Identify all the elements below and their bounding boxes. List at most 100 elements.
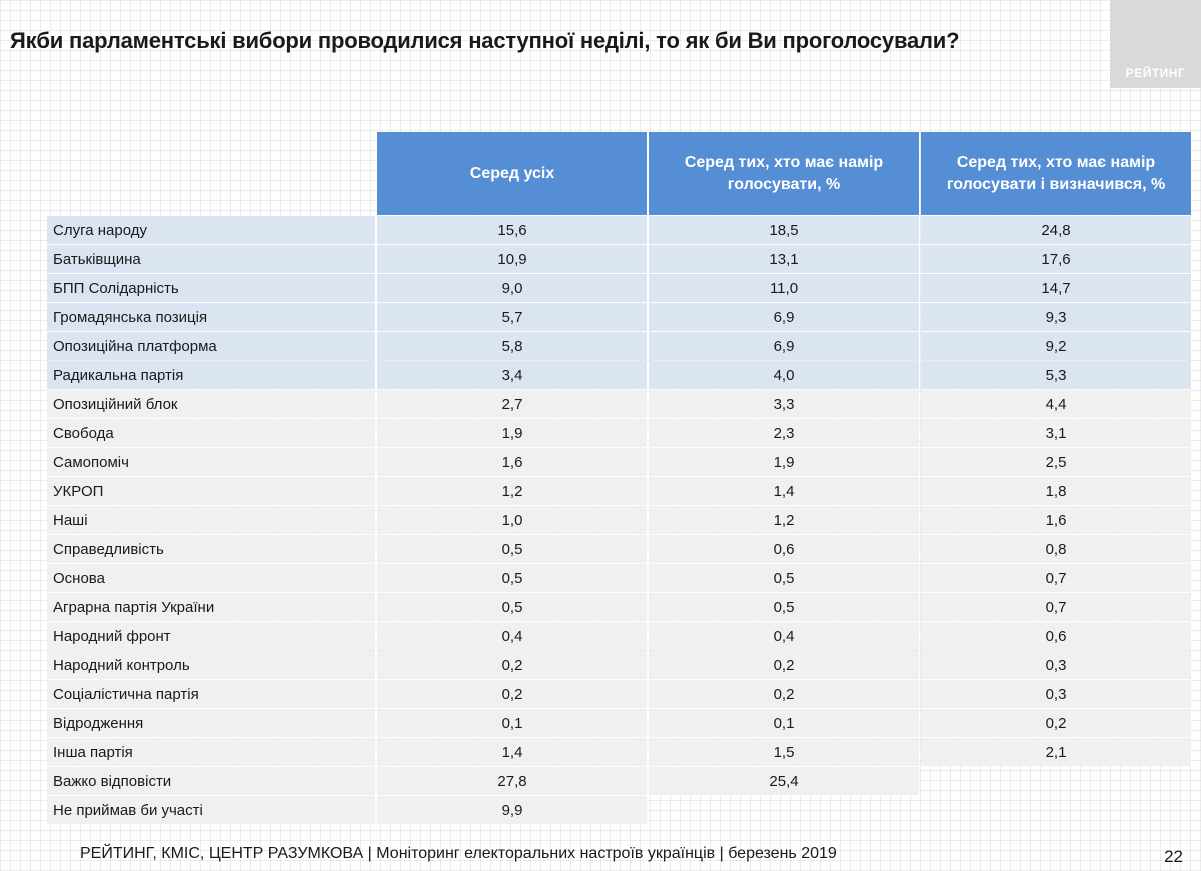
- table-row: БПП Солідарність 9,0 11,0 14,7: [47, 274, 1191, 302]
- table-row: Свобода 1,9 2,3 3,1: [47, 419, 1191, 447]
- value-intend-and-decided: 5,3: [921, 361, 1191, 389]
- value-intend-to-vote: 25,4: [649, 767, 919, 795]
- value-intend-to-vote: 13,1: [649, 245, 919, 273]
- table-row: Самопоміч 1,6 1,9 2,5: [47, 448, 1191, 476]
- table-row: Інша партія 1,4 1,5 2,1: [47, 738, 1191, 766]
- party-name: Свобода: [47, 419, 375, 447]
- party-name: Аграрна партія України: [47, 593, 375, 621]
- party-name: Радикальна партія: [47, 361, 375, 389]
- value-among-all: 1,0: [377, 506, 647, 534]
- party-name: Відродження: [47, 709, 375, 737]
- table-row: Основа 0,5 0,5 0,7: [47, 564, 1191, 592]
- value-among-all: 1,4: [377, 738, 647, 766]
- party-name: УКРОП: [47, 477, 375, 505]
- header-intend-to-vote: Серед тих, хто має намір голосувати, %: [649, 132, 919, 215]
- value-intend-and-decided: 0,2: [921, 709, 1191, 737]
- table-row: Радикальна партія 3,4 4,0 5,3: [47, 361, 1191, 389]
- party-name: Наші: [47, 506, 375, 534]
- party-name: БПП Солідарність: [47, 274, 375, 302]
- value-intend-to-vote: 1,9: [649, 448, 919, 476]
- party-name: Основа: [47, 564, 375, 592]
- table-row: Соціалістична партія 0,2 0,2 0,3: [47, 680, 1191, 708]
- header-intend-and-decided: Серед тих, хто має намір голосувати і ви…: [921, 132, 1191, 215]
- value-among-all: 0,1: [377, 709, 647, 737]
- value-among-all: 10,9: [377, 245, 647, 273]
- footer-source: РЕЙТИНГ, КМІС, ЦЕНТР РАЗУМКОВА | Монітор…: [80, 845, 837, 862]
- party-name: Самопоміч: [47, 448, 375, 476]
- party-name: Не приймав би участі: [47, 796, 375, 824]
- empty-cell: [649, 796, 919, 824]
- value-among-all: 5,7: [377, 303, 647, 331]
- party-name: Громадянська позиція: [47, 303, 375, 331]
- value-intend-and-decided: 2,1: [921, 738, 1191, 766]
- table-row: Важко відповісти 27,8 25,4: [47, 767, 1191, 795]
- table-header-row: Серед усіх Серед тих, хто має намір голо…: [47, 132, 1191, 215]
- value-intend-and-decided: 0,3: [921, 680, 1191, 708]
- page-title: Якби парламентські вибори проводилися на…: [10, 28, 960, 53]
- table-row: Аграрна партія України 0,5 0,5 0,7: [47, 593, 1191, 621]
- value-intend-to-vote: 18,5: [649, 216, 919, 244]
- table-row: Не приймав би участі 9,9: [47, 796, 1191, 824]
- party-name: Опозиційний блок: [47, 390, 375, 418]
- table-row: Справедливість 0,5 0,6 0,8: [47, 535, 1191, 563]
- value-intend-and-decided: 1,6: [921, 506, 1191, 534]
- value-intend-to-vote: 0,5: [649, 564, 919, 592]
- value-among-all: 27,8: [377, 767, 647, 795]
- party-name: Слуга народу: [47, 216, 375, 244]
- value-intend-and-decided: 3,1: [921, 419, 1191, 447]
- party-name: Опозиційна платформа: [47, 332, 375, 360]
- value-intend-to-vote: 1,4: [649, 477, 919, 505]
- value-intend-and-decided: 1,8: [921, 477, 1191, 505]
- value-intend-and-decided: 17,6: [921, 245, 1191, 273]
- table-row: Слуга народу 15,6 18,5 24,8: [47, 216, 1191, 244]
- value-intend-to-vote: 1,2: [649, 506, 919, 534]
- value-intend-and-decided: 0,7: [921, 593, 1191, 621]
- value-intend-to-vote: 6,9: [649, 332, 919, 360]
- table-row: УКРОП 1,2 1,4 1,8: [47, 477, 1191, 505]
- value-among-all: 2,7: [377, 390, 647, 418]
- table-body: Слуга народу 15,6 18,5 24,8 Батьківщина 10,9 1…: [47, 216, 1191, 824]
- value-intend-and-decided: 0,7: [921, 564, 1191, 592]
- value-among-all: 1,2: [377, 477, 647, 505]
- header-among-all: Серед усіх: [377, 132, 647, 215]
- value-intend-and-decided: 0,8: [921, 535, 1191, 563]
- value-intend-to-vote: 0,6: [649, 535, 919, 563]
- value-among-all: 9,9: [377, 796, 647, 824]
- value-intend-to-vote: 0,5: [649, 593, 919, 621]
- table-row: Відродження 0,1 0,1 0,2: [47, 709, 1191, 737]
- table-row: Народний контроль 0,2 0,2 0,3: [47, 651, 1191, 679]
- value-intend-and-decided: 0,6: [921, 622, 1191, 650]
- party-name: Важко відповісти: [47, 767, 375, 795]
- value-among-all: 0,5: [377, 535, 647, 563]
- party-name: Інша партія: [47, 738, 375, 766]
- value-among-all: 9,0: [377, 274, 647, 302]
- value-among-all: 1,6: [377, 448, 647, 476]
- value-intend-and-decided: 24,8: [921, 216, 1191, 244]
- empty-cell: [921, 796, 1191, 824]
- value-among-all: 0,5: [377, 564, 647, 592]
- value-intend-and-decided: 2,5: [921, 448, 1191, 476]
- value-among-all: 0,2: [377, 680, 647, 708]
- header-blank-cell: [47, 132, 375, 215]
- party-name: Соціалістична партія: [47, 680, 375, 708]
- party-name: Народний фронт: [47, 622, 375, 650]
- table-row: Опозиційна платформа 5,8 6,9 9,2: [47, 332, 1191, 360]
- value-among-all: 0,2: [377, 651, 647, 679]
- value-intend-to-vote: 0,1: [649, 709, 919, 737]
- value-intend-to-vote: 0,4: [649, 622, 919, 650]
- table-row: Народний фронт 0,4 0,4 0,6: [47, 622, 1191, 650]
- value-intend-and-decided: 0,3: [921, 651, 1191, 679]
- value-among-all: 1,9: [377, 419, 647, 447]
- value-among-all: 15,6: [377, 216, 647, 244]
- value-intend-to-vote: 6,9: [649, 303, 919, 331]
- logo-text: РЕЙТИНГ: [1125, 66, 1186, 80]
- party-name: Батьківщина: [47, 245, 375, 273]
- value-intend-and-decided: 4,4: [921, 390, 1191, 418]
- value-intend-and-decided: 9,3: [921, 303, 1191, 331]
- value-among-all: 0,5: [377, 593, 647, 621]
- value-among-all: 5,8: [377, 332, 647, 360]
- value-intend-and-decided: 14,7: [921, 274, 1191, 302]
- table-row: Опозиційний блок 2,7 3,3 4,4: [47, 390, 1191, 418]
- table-row: Батьківщина 10,9 13,1 17,6: [47, 245, 1191, 273]
- value-intend-to-vote: 3,3: [649, 390, 919, 418]
